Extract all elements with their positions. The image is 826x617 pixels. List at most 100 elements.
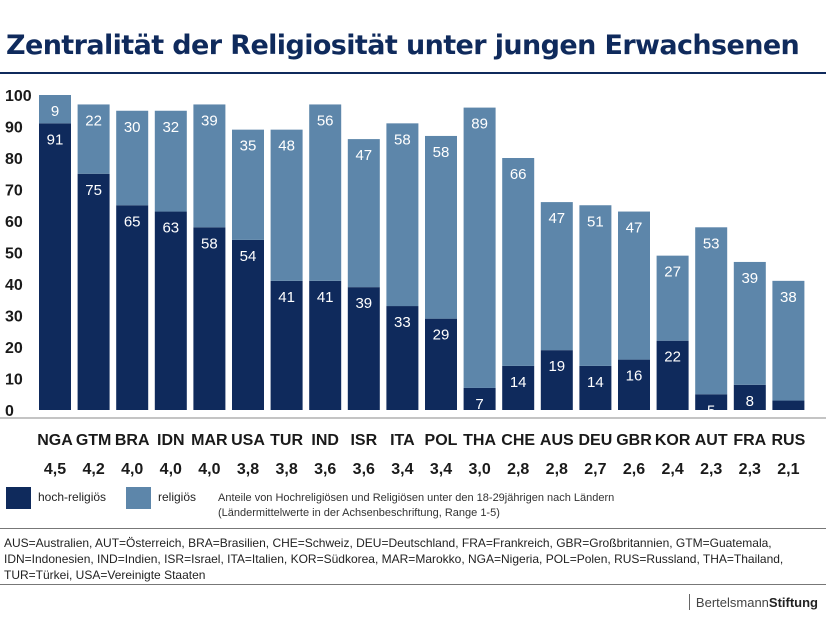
bar-hoch-religioes-che xyxy=(502,365,535,410)
legend-label-religioes: religiös xyxy=(158,490,197,504)
data-label-religioes-aut: 53 xyxy=(703,235,720,252)
y-tick-label: 70 xyxy=(5,183,23,200)
footer-rule-bottom xyxy=(0,584,826,585)
mean-label-gtm: 4,2 xyxy=(82,461,104,478)
x-tick-label-isr: ISR xyxy=(350,432,377,449)
x-tick-label-bra: BRA xyxy=(115,432,150,449)
data-label-religioes-gtm: 22 xyxy=(85,112,102,129)
data-label-religioes-nga: 9 xyxy=(51,103,59,120)
x-tick-label-fra: FRA xyxy=(733,432,766,449)
data-label-religioes-aus: 47 xyxy=(548,210,565,227)
bar-religioes-kor xyxy=(656,255,689,341)
data-label-hoch-religioes-kor: 22 xyxy=(664,349,681,366)
mean-label-pol: 3,4 xyxy=(430,461,452,478)
mean-label-fra: 2,3 xyxy=(739,461,761,478)
data-label-hoch-religioes-pol: 29 xyxy=(433,327,450,344)
x-tick-label-aut: AUT xyxy=(695,432,728,449)
bar-hoch-religioes-deu xyxy=(579,365,612,410)
chart-note-line-2: (Ländermittelwerte in der Achsenbeschrif… xyxy=(218,507,500,519)
bar-religioes-aus xyxy=(540,202,573,351)
x-tick-label-idn: IDN xyxy=(157,432,185,449)
bar-religioes-gbr xyxy=(618,211,650,360)
bar-hoch-religioes-aut xyxy=(695,394,728,410)
data-label-hoch-religioes-gbr: 16 xyxy=(626,368,643,385)
y-tick-label: 80 xyxy=(5,151,23,168)
bar-religioes-mar xyxy=(193,104,226,228)
y-tick-label: 100 xyxy=(5,88,32,105)
x-tick-label-deu: DEU xyxy=(579,432,613,449)
data-label-religioes-deu: 51 xyxy=(587,213,604,230)
bar-religioes-che xyxy=(502,158,535,366)
bar-religioes-isr xyxy=(347,139,380,288)
bar-hoch-religioes-aus xyxy=(540,350,573,410)
bar-hoch-religioes-ita xyxy=(386,306,419,410)
x-tick-label-usa: USA xyxy=(231,432,265,449)
mean-label-aut: 2,3 xyxy=(700,461,722,478)
bar-religioes-deu xyxy=(579,205,612,366)
data-label-religioes-isr: 47 xyxy=(355,147,372,164)
y-tick-label: 30 xyxy=(5,309,23,326)
x-tick-label-aus: AUS xyxy=(540,432,574,449)
mean-label-aus: 2,8 xyxy=(546,461,568,478)
y-tick-label: 50 xyxy=(5,246,23,263)
mean-label-ita: 3,4 xyxy=(391,461,413,478)
mean-label-gbr: 2,6 xyxy=(623,461,645,478)
data-label-hoch-religioes-nga: 91 xyxy=(47,131,64,148)
data-label-hoch-religioes-tha: 7 xyxy=(475,396,483,413)
x-tick-label-rus: RUS xyxy=(772,432,806,449)
bar-religioes-fra xyxy=(733,261,766,385)
x-tick-label-mar: MAR xyxy=(191,432,228,449)
mean-label-mar: 4,0 xyxy=(198,461,220,478)
bar-religioes-rus xyxy=(772,280,805,401)
bar-hoch-religioes-gtm xyxy=(77,173,110,410)
x-tick-label-kor: KOR xyxy=(655,432,691,449)
data-label-religioes-rus: 38 xyxy=(780,289,797,306)
bar-hoch-religioes-tha xyxy=(463,387,496,410)
x-tick-label-tur: TUR xyxy=(270,432,303,449)
data-label-hoch-religioes-rus: 3 xyxy=(784,409,792,426)
bar-hoch-religioes-idn xyxy=(154,211,187,410)
bar-religioes-tha xyxy=(463,107,496,388)
y-tick-label: 20 xyxy=(5,340,23,357)
data-label-hoch-religioes-aut: 5 xyxy=(707,402,715,419)
bar-religioes-aut xyxy=(695,227,728,395)
brand-separator xyxy=(688,594,690,610)
mean-label-bra: 4,0 xyxy=(121,461,143,478)
bar-religioes-bra xyxy=(116,110,149,206)
data-label-religioes-usa: 35 xyxy=(240,138,257,155)
brand-name-part-2: Stiftung xyxy=(768,595,818,610)
mean-label-ind: 3,6 xyxy=(314,461,336,478)
data-label-hoch-religioes-mar: 58 xyxy=(201,235,218,252)
data-label-hoch-religioes-ind: 41 xyxy=(317,289,334,306)
data-label-hoch-religioes-usa: 54 xyxy=(240,248,257,265)
data-label-hoch-religioes-fra: 8 xyxy=(746,393,754,410)
mean-label-tha: 3,0 xyxy=(468,461,490,478)
brand-name-part-1: Bertelsmann xyxy=(695,595,769,610)
chart-note: Anteile von Hochreligiösen und Religiöse… xyxy=(218,491,658,521)
data-label-hoch-religioes-tur: 41 xyxy=(278,289,295,306)
data-label-religioes-pol: 58 xyxy=(433,144,450,161)
bar-hoch-religioes-rus xyxy=(772,400,805,410)
bar-religioes-idn xyxy=(154,110,187,212)
data-label-hoch-religioes-idn: 63 xyxy=(162,220,179,237)
data-label-hoch-religioes-gtm: 75 xyxy=(85,182,102,199)
data-label-religioes-tha: 89 xyxy=(471,116,488,133)
mean-label-che: 2,8 xyxy=(507,461,529,478)
bar-religioes-ita xyxy=(386,123,419,307)
legend-swatch-hoch-religioes xyxy=(6,487,31,509)
data-label-religioes-gbr: 47 xyxy=(626,220,643,237)
data-label-religioes-ita: 58 xyxy=(394,131,411,148)
data-label-hoch-religioes-isr: 39 xyxy=(355,295,372,312)
bar-religioes-gtm xyxy=(77,104,110,174)
x-tick-label-che: CHE xyxy=(501,432,535,449)
mean-label-kor: 2,4 xyxy=(661,461,683,478)
mean-label-nga: 4,5 xyxy=(44,461,66,478)
x-tick-label-nga: NGA xyxy=(37,432,73,449)
bar-hoch-religioes-isr xyxy=(347,287,380,410)
country-abbreviations: AUS=Australien, AUT=Österreich, BRA=Bras… xyxy=(4,536,784,582)
data-label-hoch-religioes-che: 14 xyxy=(510,374,527,391)
bar-religioes-ind xyxy=(309,104,342,281)
x-tick-label-pol: POL xyxy=(425,432,458,449)
x-tick-label-ita: ITA xyxy=(390,432,415,449)
bar-religioes-nga xyxy=(39,95,71,124)
